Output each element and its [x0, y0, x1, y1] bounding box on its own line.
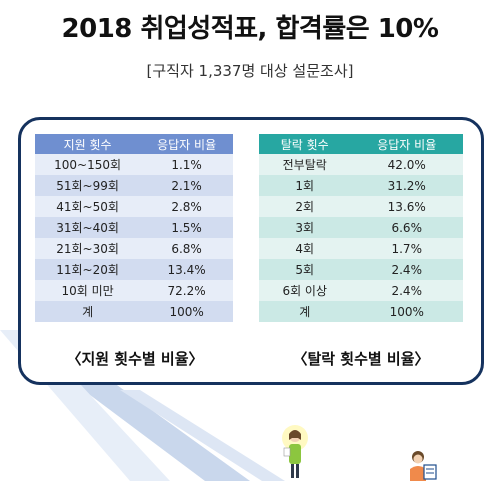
column-header: 응답자 비율 [350, 134, 463, 154]
table-row: 11회~20회 13.4% [35, 259, 233, 280]
cell: 2.1% [140, 175, 233, 196]
table-row: 2회 13.6% [259, 196, 463, 217]
cell: 6.8% [140, 238, 233, 259]
person-with-document-icon [410, 451, 437, 481]
cell: 1.1% [140, 154, 233, 175]
page-subtitle: [구직자 1,337명 대상 설문조사] [146, 62, 354, 80]
cell: 2.8% [140, 196, 233, 217]
table-row: 1회 31.2% [259, 175, 463, 196]
table-row: 전부탈락 42.0% [259, 154, 463, 175]
cell: 10회 미만 [35, 280, 141, 301]
table-row: 계 100% [259, 301, 463, 322]
table-row: 10회 미만 72.2% [35, 280, 233, 301]
cell: 31회~40회 [35, 217, 141, 238]
table-row: 4회 1.7% [259, 238, 463, 259]
cell: 1회 [259, 175, 351, 196]
cell: 51회~99회 [35, 175, 141, 196]
cell: 2.4% [350, 259, 463, 280]
cell: 13.6% [350, 196, 463, 217]
cell: 41회~50회 [35, 196, 141, 217]
table-row: 31회~40회 1.5% [35, 217, 233, 238]
cell: 1.7% [350, 238, 463, 259]
cell: 2회 [259, 196, 351, 217]
person-on-stairs-icon [282, 425, 308, 478]
rejection-count-table: 탈락 횟수 응답자 비율 전부탈락 42.0% 1회 31.2% 2회 13.6% 3… [259, 134, 463, 322]
table-header-row: 지원 횟수 응답자 비율 [35, 134, 233, 154]
cell: 72.2% [140, 280, 233, 301]
cell: 31.2% [350, 175, 463, 196]
table-row: 41회~50회 2.8% [35, 196, 233, 217]
cell: 6.6% [350, 217, 463, 238]
cell: 3회 [259, 217, 351, 238]
cell: 2.4% [350, 280, 463, 301]
application-count-caption: 〈지원 횟수별 비율〉 [66, 350, 204, 368]
cell: 계 [259, 301, 351, 322]
table-row: 100~150회 1.1% [35, 154, 233, 175]
table-row: 5회 2.4% [259, 259, 463, 280]
table-row: 3회 6.6% [259, 217, 463, 238]
cell: 1.5% [140, 217, 233, 238]
table-row: 21회~30회 6.8% [35, 238, 233, 259]
cell: 21회~30회 [35, 238, 141, 259]
table-row: 6회 이상 2.4% [259, 280, 463, 301]
column-header: 지원 횟수 [35, 134, 141, 154]
cell: 5회 [259, 259, 351, 280]
application-count-table: 지원 횟수 응답자 비율 100~150회 1.1% 51회~99회 2.1% 41… [35, 134, 233, 322]
cell: 계 [35, 301, 141, 322]
page-title: 2018 취업성적표, 합격률은 10% [61, 14, 439, 44]
table-header-row: 탈락 횟수 응답자 비율 [259, 134, 463, 154]
cell: 4회 [259, 238, 351, 259]
cell: 전부탈락 [259, 154, 351, 175]
rejection-count-caption: 〈탈락 횟수별 비율〉 [292, 350, 430, 368]
cell: 100~150회 [35, 154, 141, 175]
stats-card: 지원 횟수 응답자 비율 100~150회 1.1% 51회~99회 2.1% 41… [18, 117, 484, 385]
cell: 13.4% [140, 259, 233, 280]
column-header: 탈락 횟수 [259, 134, 351, 154]
table-row: 51회~99회 2.1% [35, 175, 233, 196]
cell: 100% [350, 301, 463, 322]
cell: 6회 이상 [259, 280, 351, 301]
column-header: 응답자 비율 [140, 134, 233, 154]
cell: 11회~20회 [35, 259, 141, 280]
cell: 42.0% [350, 154, 463, 175]
cell: 100% [140, 301, 233, 322]
table-row: 계 100% [35, 301, 233, 322]
